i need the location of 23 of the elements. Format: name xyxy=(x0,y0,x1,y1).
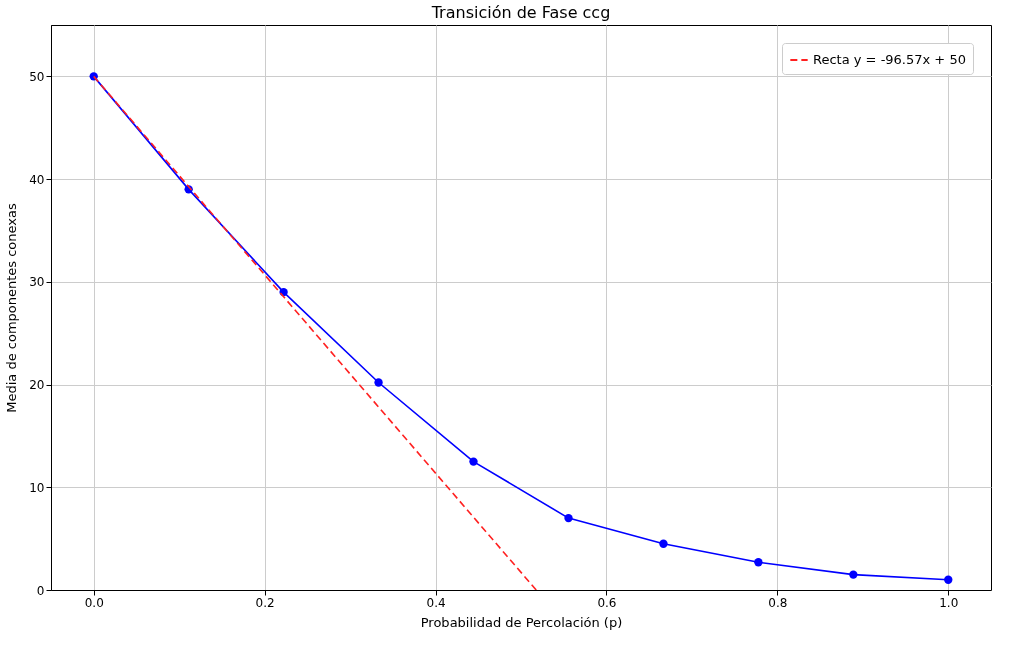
point xyxy=(564,513,573,523)
x-tick-label: 0.8 xyxy=(768,595,788,610)
point xyxy=(754,558,763,567)
x-tick-label: 1.0 xyxy=(939,595,959,610)
point xyxy=(659,539,668,548)
x-tick-label: 0.4 xyxy=(426,595,446,610)
x-axis-title: Probabilidad de Percolación (p) xyxy=(420,614,623,630)
y-tick-label: 20 xyxy=(29,378,45,393)
point xyxy=(469,457,478,466)
point xyxy=(849,570,858,579)
legend-label: Recta y = -96.57x + 50 xyxy=(813,52,966,67)
y-tick-label: 40 xyxy=(29,172,45,187)
point xyxy=(944,575,953,584)
y-axis-title: Media de componentes conexas xyxy=(4,203,20,413)
y-tick-label: 50 xyxy=(29,69,45,84)
y-tick-label: 10 xyxy=(29,480,45,495)
x-tick-label: 0.2 xyxy=(255,595,275,610)
x-tick-label: 0.0 xyxy=(84,595,104,610)
x-tick-label: 0.6 xyxy=(597,595,617,610)
point xyxy=(374,378,383,387)
chart-title: Transición de Fase ccg xyxy=(430,3,611,22)
y-tick-label: 30 xyxy=(29,275,45,290)
y-tick-label: 0 xyxy=(36,583,45,598)
